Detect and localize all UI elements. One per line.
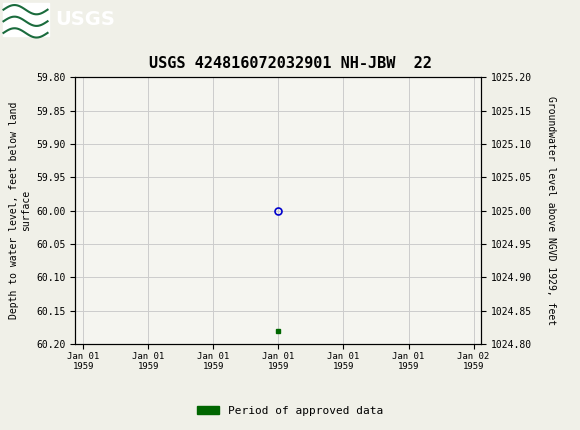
FancyBboxPatch shape	[3, 3, 49, 36]
Y-axis label: Depth to water level, feet below land
surface: Depth to water level, feet below land su…	[9, 102, 31, 319]
Legend: Period of approved data: Period of approved data	[193, 401, 387, 420]
Text: USGS: USGS	[55, 10, 115, 29]
Y-axis label: Groundwater level above NGVD 1929, feet: Groundwater level above NGVD 1929, feet	[546, 96, 556, 325]
Text: USGS 424816072032901 NH-JBW  22: USGS 424816072032901 NH-JBW 22	[148, 56, 432, 71]
